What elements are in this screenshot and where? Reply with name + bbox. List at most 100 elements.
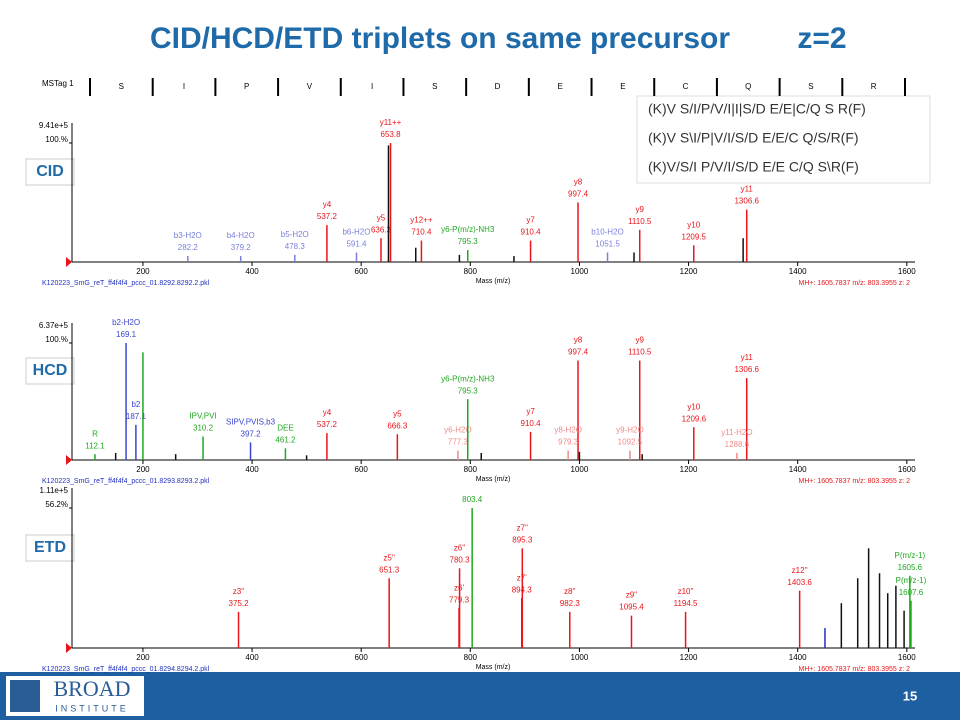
file-name: K120223_SmG_reT_ff4f4f4_pccc_01.8292.829… (42, 280, 210, 287)
panel-label: HCD (33, 362, 68, 379)
logo-mark (10, 680, 40, 712)
peak-mz: 1306.6 (734, 365, 759, 374)
peak-label: y6-P(m/z)-NH3 (441, 225, 495, 234)
peak-label: y9 (636, 205, 645, 214)
peak-mz: 1607.6 (899, 588, 924, 597)
x-axis-title: Mass (m/z) (476, 664, 511, 671)
x-tick-label: 1200 (680, 465, 698, 474)
peak-mz: 397.2 (241, 430, 262, 439)
x-tick-label: 1400 (789, 465, 807, 474)
x-tick-label: 1000 (571, 465, 589, 474)
x-tick-label: 1400 (789, 267, 807, 276)
peak-mz: 894.3 (512, 585, 533, 594)
peak-label: b2 (131, 400, 140, 409)
intensity-max: 9.41e+5 (39, 121, 69, 130)
peak-label: z7' (517, 573, 527, 582)
panel-label-box (25, 158, 75, 186)
x-tick-label: 400 (245, 653, 259, 662)
peak-mz: 461.2 (275, 435, 296, 444)
origin-marker (66, 257, 72, 267)
x-tick-label: 800 (464, 267, 478, 276)
residue: S (432, 82, 437, 91)
peak-label: y11 (741, 185, 754, 194)
peak-label: y9 (636, 336, 645, 345)
peak-label: z10'' (678, 587, 694, 596)
x-tick-label: 200 (136, 267, 150, 276)
x-tick-label: 1000 (571, 653, 589, 662)
peak-mz: 169.1 (116, 330, 137, 339)
peak-mz: 651.3 (379, 565, 400, 574)
slide-title: CID/HCD/ETD triplets on same precursor (150, 22, 730, 55)
peak-label: y12++ (410, 216, 433, 225)
peak-label: y6-P(m/z)-NH3 (441, 374, 495, 383)
peak-mz: 187.1 (126, 412, 147, 421)
peak-mz: 1209.6 (682, 414, 707, 423)
peak-mz: 979.3 (558, 438, 579, 447)
precursor-info: MH+: 1605.7837 m/z: 803.3955 z: 2 (799, 478, 911, 485)
residue: P (244, 82, 249, 91)
peak-mz: 537.2 (317, 212, 338, 221)
x-tick-label: 400 (245, 465, 259, 474)
charge: z=2 (797, 22, 846, 55)
peak-mz: 710.4 (411, 228, 432, 237)
peak-mz: 1110.5 (628, 348, 652, 357)
peak-label: z9'' (626, 591, 638, 600)
peak-mz: 780.3 (450, 555, 471, 564)
x-tick-label: 400 (245, 267, 259, 276)
fragment-box (636, 95, 931, 184)
residue: E (558, 82, 563, 91)
peak-label: y5 (393, 409, 402, 418)
peak-mz: 310.2 (193, 424, 214, 433)
x-tick-label: 1000 (571, 267, 589, 276)
peak-mz: 375.2 (229, 599, 250, 608)
peak-label: z3'' (233, 587, 245, 596)
peak-mz: 636.3 (371, 225, 392, 234)
precursor-info: MH+: 1605.7837 m/z: 803.3955 z: 2 (799, 666, 911, 673)
peak-mz: 537.2 (317, 420, 338, 429)
y-tick-label: 100.% (45, 135, 68, 144)
fragment-line: (K)V/S/I P/V/I/S/D E/E C/Q S\R(F) (648, 159, 859, 175)
peak-label: y4 (323, 200, 332, 209)
peak-label: z6'' (454, 543, 466, 552)
peak-label: y8 (574, 336, 583, 345)
x-tick-label: 1600 (898, 653, 916, 662)
residue: D (495, 82, 501, 91)
peak-label: b10-H2O (591, 228, 623, 237)
peak-label: z12'' (792, 566, 808, 575)
peak-label: P(m/z-1) (896, 576, 927, 585)
peak-mz: 895.3 (512, 535, 533, 544)
peak-label: y5 (377, 213, 386, 222)
residue: C (683, 82, 689, 91)
residue: E (620, 82, 625, 91)
peak-mz: 591.4 (346, 240, 367, 249)
peak-mz: 1209.5 (682, 232, 707, 241)
peak-mz: 1095.4 (619, 603, 644, 612)
peak-label: z7'' (517, 523, 529, 532)
residue: I (371, 82, 373, 91)
peak-mz: 1110.5 (628, 217, 652, 226)
peak-label: DEE (277, 423, 293, 432)
panel-label: ETD (34, 539, 66, 556)
peak-label: R (92, 429, 98, 438)
peak-label: y8 (574, 178, 583, 187)
origin-marker (66, 455, 72, 465)
y-tick-label: 100.% (45, 335, 68, 344)
peak-mz: 112.1 (85, 441, 105, 450)
logo-text: BROAD (53, 676, 130, 701)
peak-mz: 379.2 (231, 243, 252, 252)
intensity-max: 1.11e+5 (39, 486, 68, 495)
peak-mz: 1051.5 (595, 240, 620, 249)
peak-label: y8-H2O (554, 426, 582, 435)
peak-label: y6-H2O (444, 426, 472, 435)
file-name: K120223_SmG_reT_ff4f4f4_pccc_01.8293.829… (42, 478, 210, 485)
intensity-max: 6.37e+5 (39, 321, 69, 330)
x-tick-label: 200 (136, 653, 150, 662)
peak-label: z8'' (564, 587, 576, 596)
peak-label: y7 (526, 407, 535, 416)
peak-label: y11 (741, 353, 754, 362)
x-tick-label: 600 (355, 465, 369, 474)
fragment-line: (K)V S\I/P|V/I/S/D E/E/C Q/S/R(F) (648, 130, 859, 146)
panel-label: CID (36, 163, 64, 180)
peak-label: b6-H2O (342, 228, 370, 237)
peak-mz: 478.3 (285, 242, 306, 251)
